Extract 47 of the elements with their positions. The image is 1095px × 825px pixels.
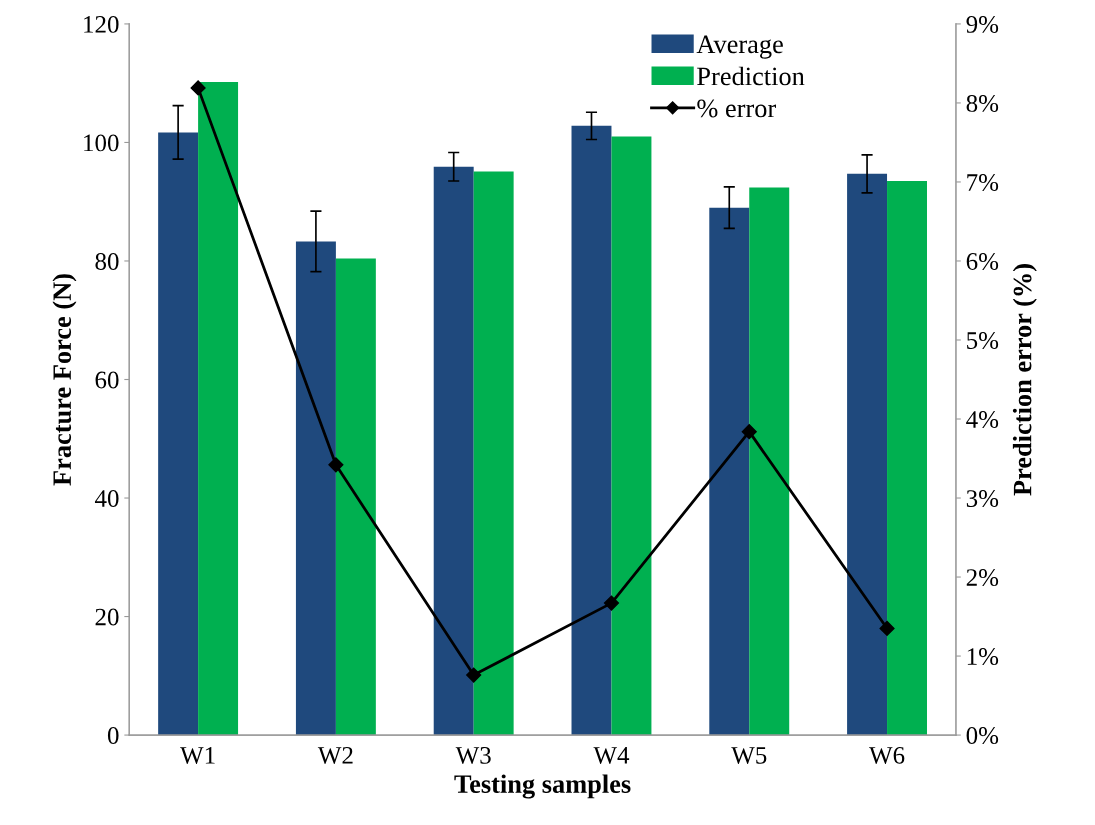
y-tick-label: 40	[94, 490, 119, 507]
y-tick-label: 120	[84, 15, 119, 33]
y2-tick-label: 9%	[966, 15, 999, 33]
x-tick-label: W3	[455, 746, 491, 764]
bar	[473, 171, 514, 736]
y2-tick-label: 8%	[966, 94, 999, 112]
y2-tick-label: 6%	[966, 253, 999, 270]
bar	[847, 173, 888, 736]
y2-tick-label: 2%	[966, 569, 999, 587]
x-tick-label: W1	[180, 747, 215, 764]
bar	[295, 241, 336, 736]
bar	[887, 180, 927, 736]
y-axis-title: Fracture Force (N)	[52, 274, 77, 486]
bar	[709, 207, 750, 736]
point	[466, 667, 482, 683]
y2-tick-label: 1%	[967, 648, 999, 666]
y-tick-label: 100	[84, 134, 119, 152]
x-tick-label: W6	[869, 746, 905, 764]
x-tick-label: W4	[593, 747, 630, 764]
x-tick-label: W5	[731, 747, 767, 764]
x-axis-title: Testing samples	[454, 774, 631, 799]
point	[603, 595, 620, 611]
y-tick-label: 20	[95, 608, 119, 626]
bar	[335, 258, 376, 736]
bar	[158, 132, 199, 736]
bar	[611, 136, 652, 736]
y2-tick-label: 5%	[967, 332, 999, 349]
y2-tick-label: 0%	[966, 727, 999, 745]
point	[879, 620, 895, 636]
y-tick-label: 60	[95, 371, 119, 389]
point	[741, 424, 757, 440]
bar	[571, 125, 612, 736]
point	[190, 80, 206, 96]
bar	[198, 82, 239, 736]
y-tick-label: 0	[107, 727, 119, 744]
y2-tick-label: 7%	[967, 174, 999, 191]
y2-tick-label: 4%	[966, 411, 999, 429]
legend-label: Prediction	[697, 66, 805, 86]
legend-label: Average	[696, 35, 783, 59]
bar	[749, 187, 790, 736]
point	[328, 457, 344, 473]
x-tick-label: W2	[317, 746, 353, 764]
legend-label: % error	[697, 99, 776, 118]
bar	[433, 166, 474, 736]
y-tick-label: 80	[95, 253, 119, 270]
y2-tick-label: 3%	[966, 490, 999, 508]
y2-axis-title: Prediction error (%)	[1012, 264, 1037, 496]
